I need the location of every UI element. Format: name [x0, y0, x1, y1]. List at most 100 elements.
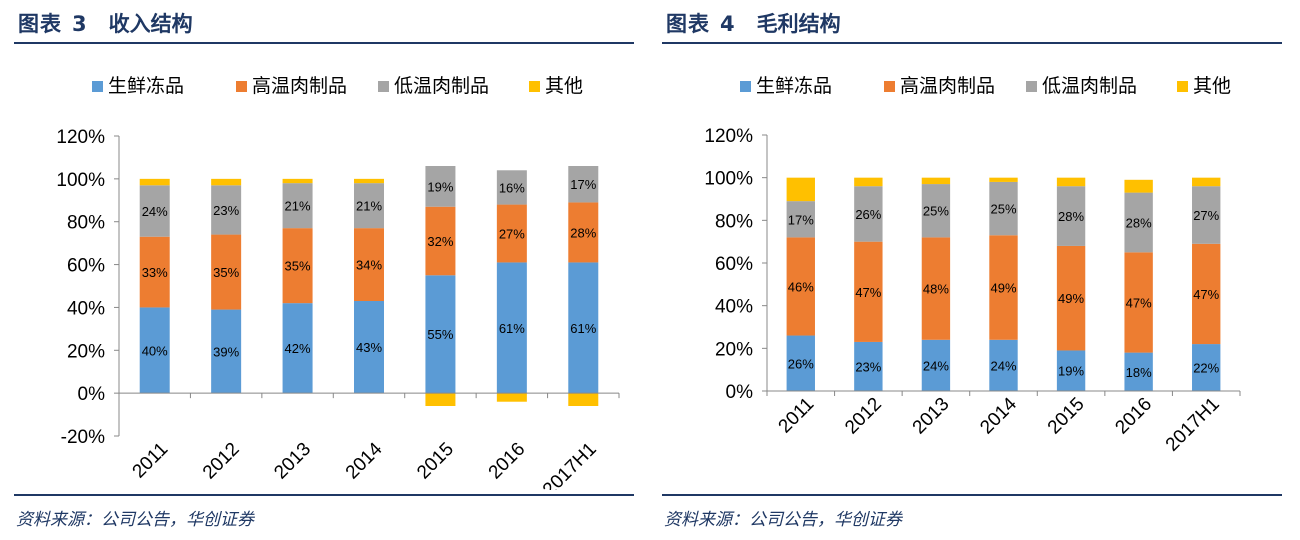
figure-title: 图表 3 收入结构 [18, 8, 193, 38]
source-note: 资料来源：公司公告，华创证券 [16, 510, 254, 530]
data-label: 24% [990, 358, 1016, 373]
data-label: 26% [855, 207, 881, 222]
bar-2011-series-1 [786, 237, 815, 336]
y-tick-label: 80% [715, 211, 753, 232]
y-tick-label: 120% [704, 126, 753, 147]
y-tick-label: 60% [67, 256, 105, 277]
data-label: 27% [499, 227, 525, 242]
figure-number: 3 [72, 12, 87, 36]
x-tick-label: 2011 [775, 394, 819, 438]
bar-2015-series-0 [425, 275, 456, 394]
y-tick-label: 20% [67, 341, 105, 362]
bar-2017h1-series-0 [1192, 344, 1221, 391]
bar-2015-series-1 [1056, 245, 1086, 351]
bar-2013-series-2 [921, 184, 951, 238]
data-label: 17% [788, 212, 814, 227]
legend-swatch [236, 81, 247, 92]
bar-2016-series-2 [496, 170, 527, 205]
y-tick-label: 80% [67, 213, 105, 234]
bar-2017h1-series-2 [1192, 186, 1221, 244]
bar-2015-series-3 [1056, 177, 1086, 187]
x-tick-label: 2016 [1111, 394, 1156, 439]
x-tick-label: 2014 [976, 393, 1021, 438]
data-label: 21% [356, 199, 382, 214]
title-rule [662, 42, 1282, 44]
data-label: 35% [285, 259, 311, 274]
data-label: 23% [213, 203, 239, 218]
bar-2016-series-2 [1124, 192, 1153, 253]
bar-2013-series-3 [921, 177, 951, 185]
y-tick-label: 0% [78, 384, 106, 405]
data-label: 28% [570, 225, 596, 240]
x-tick-label: 2017H1 [539, 439, 601, 490]
data-label: 21% [285, 199, 311, 214]
data-label: 24% [923, 358, 949, 373]
figure-number: 4 [720, 12, 735, 36]
bar-2014-series-3 [989, 177, 1018, 182]
bar-2012-series-0 [854, 341, 883, 391]
legend-label: 高温肉制品 [252, 75, 347, 97]
legend-label: 高温肉制品 [900, 75, 995, 97]
data-label: 22% [1193, 361, 1219, 376]
legend-swatch [1177, 81, 1188, 92]
figure-label: 图表 [666, 12, 710, 36]
data-label: 18% [1126, 365, 1152, 380]
legend-label: 低温肉制品 [1042, 75, 1137, 97]
legend-label: 其他 [545, 75, 583, 97]
data-label: 19% [427, 179, 453, 194]
data-label: 24% [142, 204, 168, 219]
y-tick-label: 40% [67, 298, 105, 319]
x-tick-label: 2012 [199, 439, 244, 484]
data-label: 47% [1193, 287, 1219, 302]
legend-label: 其他 [1193, 75, 1231, 97]
data-label: 32% [427, 234, 453, 249]
x-tick-label: 2013 [270, 439, 315, 484]
data-label: 40% [142, 343, 168, 358]
bar-2014-series-2 [354, 183, 384, 229]
data-label: 49% [1058, 291, 1084, 306]
data-label: 25% [923, 204, 949, 219]
figure-caption: 收入结构 [108, 12, 193, 36]
bar-2016-series-1 [1124, 252, 1153, 353]
source-note: 资料来源：公司公告，华创证券 [664, 510, 902, 530]
bar-2013-series-3 [282, 178, 313, 184]
y-tick-label: 100% [704, 169, 753, 190]
bar-2015-series-3 [425, 393, 456, 406]
y-tick-label: 40% [715, 297, 753, 318]
data-label: 26% [788, 356, 814, 371]
y-tick-label: 100% [56, 170, 105, 191]
y-tick-label: 60% [715, 254, 753, 275]
bar-2014-series-3 [354, 178, 384, 184]
legend: 生鲜冻品 高温肉制品 低温肉制品 其他 [92, 75, 583, 97]
source-rule [662, 494, 1282, 496]
data-label: 28% [1058, 209, 1084, 224]
legend: 生鲜冻品 高温肉制品 低温肉制品 其他 [740, 75, 1231, 97]
gross-profit-structure-panel: 图表 4 毛利结构 生鲜冻品 高温肉制品 低温肉制品 其他 0% 20% 40% 60% 80% 10… [662, 0, 1282, 540]
legend-label: 低温肉制品 [394, 75, 489, 97]
data-label: 42% [285, 341, 311, 356]
data-label: 48% [923, 282, 949, 297]
figure-title: 图表 4 毛利结构 [666, 8, 841, 38]
data-label: 47% [1126, 295, 1152, 310]
data-label: 35% [213, 265, 239, 280]
y-tick-label: 0% [726, 382, 754, 403]
bar-2016-series-3 [1124, 179, 1153, 193]
bar-2012-series-2 [211, 185, 242, 235]
y-tick-label: 120% [56, 127, 105, 148]
bar-2011-series-0 [139, 307, 170, 394]
figure-label: 图表 [18, 12, 62, 36]
data-label: 47% [855, 285, 881, 300]
bar-2014-series-1 [354, 228, 384, 301]
bar-2011-series-3 [139, 178, 170, 186]
y-tick-label: 20% [715, 339, 753, 360]
data-label: 17% [570, 177, 596, 192]
bar-2017h1-series-3 [1192, 177, 1221, 187]
data-label: 27% [1193, 208, 1219, 223]
data-label: 23% [855, 359, 881, 374]
legend-swatch [740, 81, 751, 92]
bar-2016-series-0 [496, 262, 527, 394]
bar-2013-series-2 [282, 183, 313, 229]
bar-2016-series-0 [1124, 352, 1153, 391]
bar-2012-series-1 [211, 234, 242, 310]
legend-swatch [1026, 81, 1037, 92]
